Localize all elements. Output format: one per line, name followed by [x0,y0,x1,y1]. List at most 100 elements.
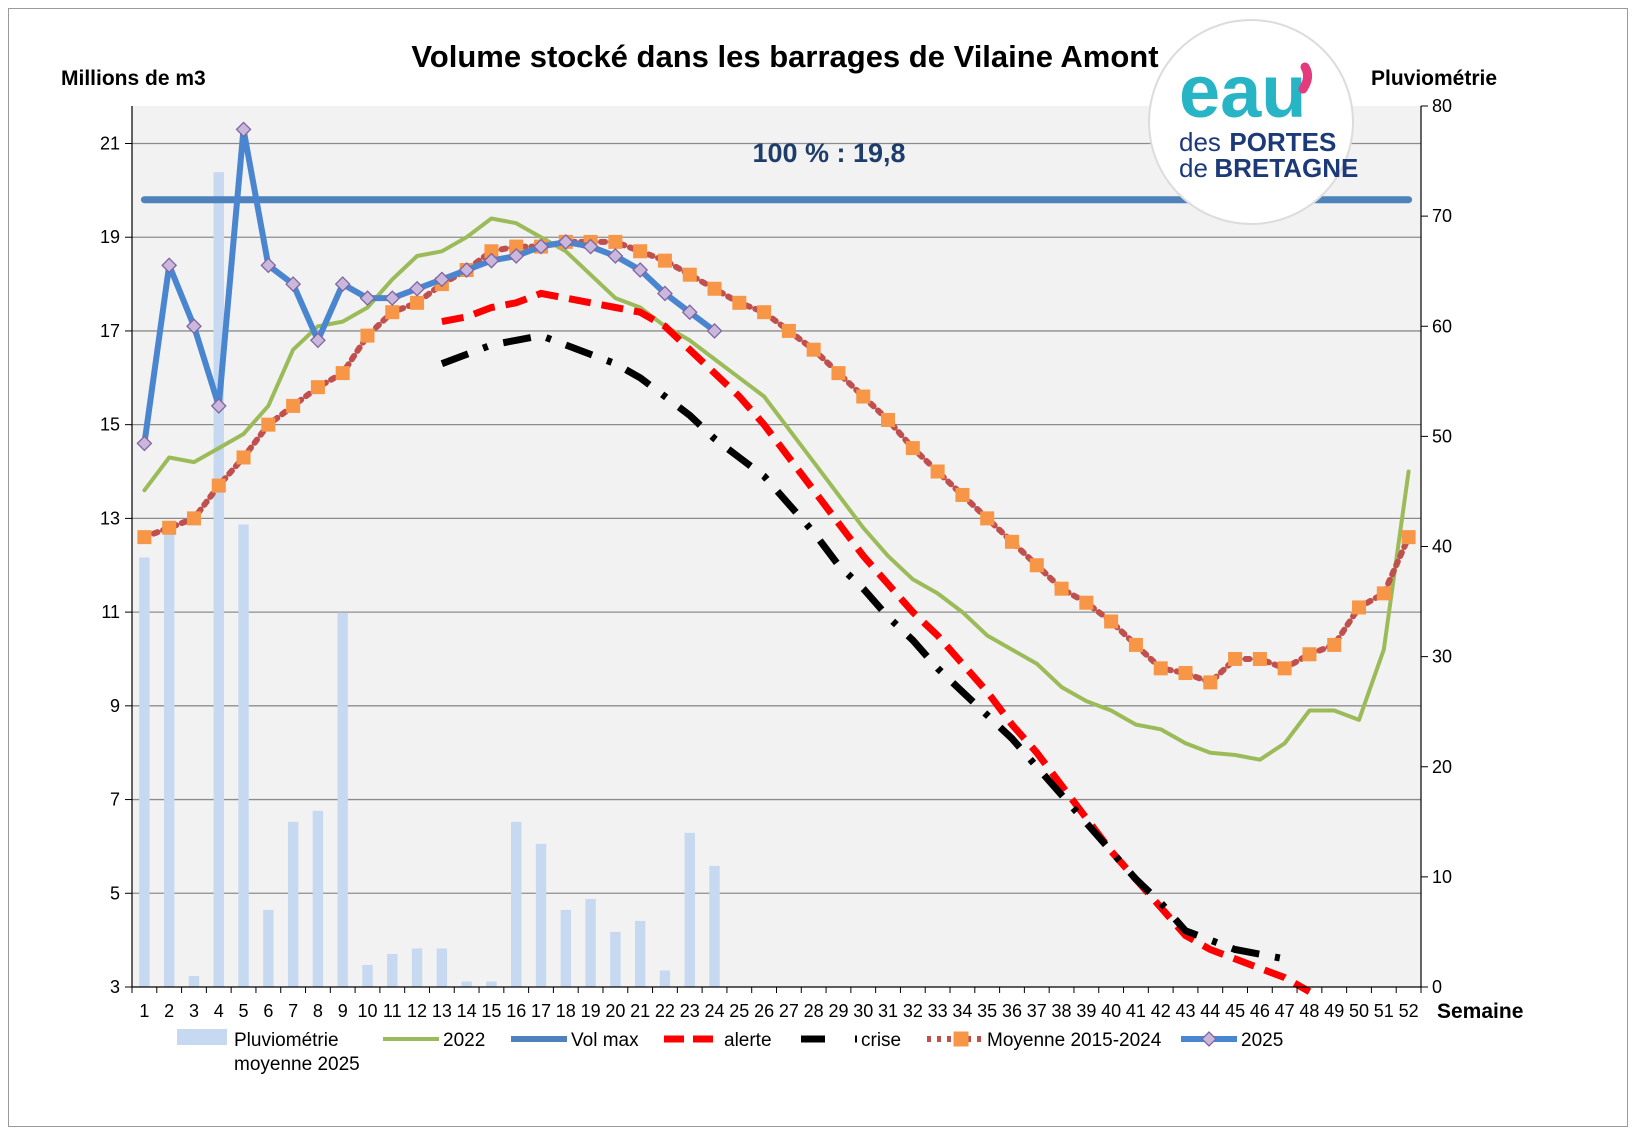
x-tick-label: 10 [357,1001,377,1021]
marker-moyenne-2015-2024 [657,253,672,268]
y2-tick-label: 30 [1432,647,1452,667]
y2-tick-label: 80 [1432,96,1452,116]
marker-2025 [657,285,673,302]
marker-moyenne-2015-2024 [211,478,226,493]
x-tick-label: 31 [878,1001,898,1021]
marker-moyenne-2015-2024 [261,417,276,432]
marker-moyenne-2015-2024 [633,244,648,259]
bar-pluviometrie [486,981,497,987]
marker-moyenne-2015-2024 [1252,651,1267,666]
marker-2025 [557,233,574,250]
marker-2025 [681,304,698,321]
bar-pluviometrie [287,821,299,987]
x-tick-label: 25 [729,1001,749,1021]
y-tick-label: 13 [100,508,120,528]
y-tick-label: 5 [110,883,120,903]
bar-pluviometrie [610,931,621,987]
svg-text:des PORTES: des PORTES [1179,127,1336,157]
legend-label-line2: moyenne 2025 [234,1054,360,1075]
marker-moyenne-2015-2024 [236,450,251,465]
y2-tick-label: 50 [1432,426,1452,446]
bar-pluviometrie [337,612,348,987]
bar-pluviometrie [188,975,200,987]
y-tick-label: 3 [110,977,120,997]
logo-de: de [1179,153,1208,183]
marker-2025 [433,271,450,288]
x-tick-label: 11 [383,1001,402,1021]
logo-eau-text: eau [1179,50,1307,133]
x-tick-label: 20 [605,1001,625,1021]
marker-moyenne-2015-2024 [1153,661,1168,676]
logo-portes: PORTES [1229,127,1336,157]
x-tick-label: 18 [556,1001,576,1021]
x-tick-label: 13 [432,1001,452,1021]
legend-label: Pluviométrie [234,1030,339,1051]
x-axis-title: Semaine [1437,1000,1523,1023]
x-tick-label: 52 [1399,1001,1419,1021]
x-tick-label: 47 [1275,1001,1295,1021]
bar-pluviometrie [585,898,596,987]
x-tick-label: 49 [1324,1001,1344,1021]
x-tick-label: 15 [481,1001,501,1021]
legend: Pluviométrie moyenne 2025 2022 Vol max alert… [177,1029,1283,1075]
bar-pluviometrie [560,909,572,987]
y-tick-label: 17 [100,321,120,341]
legend-swatch [177,1029,227,1045]
x-tick-label: 1 [139,1001,149,1021]
x-tick-label: 33 [928,1001,948,1021]
y2-tick-label: 20 [1432,757,1452,777]
marker-moyenne-2015-2024 [1401,530,1416,545]
legend-item: 2025 [1181,1030,1283,1051]
legend-label: alerte [724,1030,772,1051]
x-tick-label: 19 [581,1001,601,1021]
marker-moyenne-2015-2024 [608,234,623,249]
x-tick-label: 45 [1225,1001,1245,1021]
x-tick-label: 4 [214,1001,224,1021]
x-tick-label: 3 [189,1001,199,1021]
x-tick-label: 27 [779,1001,799,1021]
x-tick-label: 2 [164,1001,174,1021]
x-tick-label: 7 [288,1001,298,1021]
x-tick-label: 23 [680,1001,700,1021]
marker-moyenne-2015-2024 [360,328,375,343]
y2-axis-title: Pluviométrie [1371,67,1497,90]
x-tick-label: 6 [263,1001,273,1021]
marker-2025 [384,290,401,307]
marker-2025 [334,276,351,292]
x-tick-label: 41 [1126,1001,1146,1021]
x-tick-label: 48 [1299,1001,1319,1021]
logo-bretagne: BRETAGNE [1214,153,1358,183]
bar-pluviometrie [163,524,175,987]
marker-moyenne-2015-2024 [1228,651,1243,666]
y2-tick-label: 10 [1432,867,1452,887]
y-tick-label: 15 [100,415,120,435]
marker-2025 [260,257,277,274]
x-tick-label: 8 [313,1001,323,1021]
legend-item: Pluviométrie moyenne 2025 [177,1029,360,1075]
x-tick-label: 40 [1101,1001,1121,1021]
legend-label: Moyenne 2015-2024 [987,1030,1162,1051]
marker-moyenne-2015-2024 [1104,614,1119,629]
y-axis-title: Millions de m3 [61,67,206,90]
y2-tick-label: 70 [1432,206,1452,226]
x-tick-label: 35 [977,1001,997,1021]
logo: eau des PORTES de BRETAGNE [1148,19,1358,225]
marker-moyenne-2015-2024 [682,267,697,282]
y2-tick-label: 40 [1432,537,1452,557]
bar-pluviometrie [535,843,547,987]
x-tick-label: 21 [630,1001,650,1021]
legend-label: crise [861,1030,901,1051]
marker-moyenne-2015-2024 [137,530,152,545]
marker-moyenne-2015-2024 [1203,675,1218,690]
y-tick-label: 7 [110,790,120,810]
bar-pluviometrie [213,172,224,987]
x-tick-label: 29 [828,1001,848,1021]
x-tick-label: 22 [655,1001,675,1021]
marker-2025 [508,248,525,264]
x-tick-label: 39 [1076,1001,1096,1021]
marker-moyenne-2015-2024 [930,464,945,479]
x-tick-label: 9 [338,1001,348,1021]
x-tick-label: 51 [1374,1001,1394,1021]
marker-moyenne-2015-2024 [707,281,722,296]
marker-2025 [285,276,302,292]
